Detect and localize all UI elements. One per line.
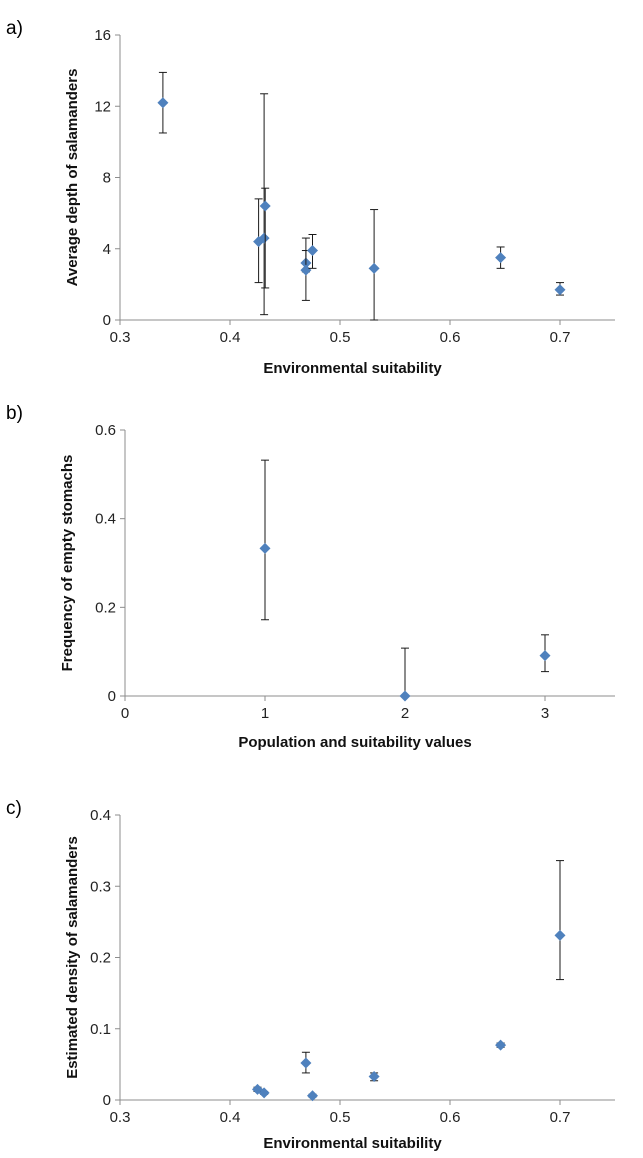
diamond-marker bbox=[259, 542, 271, 554]
diamond-marker bbox=[399, 690, 411, 702]
data-point bbox=[307, 234, 318, 269]
diamond-marker bbox=[258, 1087, 270, 1099]
x-tick-label: 0.5 bbox=[330, 329, 351, 346]
y-tick-label: 4 bbox=[103, 241, 111, 258]
x-tick-label: 1 bbox=[261, 705, 269, 722]
y-tick-label: 8 bbox=[103, 170, 111, 187]
empty-stomachs-chart: 0 0.2 0.4 0.6 0 1 2 3 Population and suitability… bbox=[59, 422, 615, 751]
x-tick-label: 0.4 bbox=[220, 329, 241, 346]
diamond-marker bbox=[300, 264, 312, 276]
y-tick-label: 0 bbox=[103, 1092, 111, 1109]
diamond-marker bbox=[307, 245, 318, 257]
data-point bbox=[495, 246, 507, 269]
y-tick-label: 16 bbox=[94, 27, 111, 44]
diamond-marker bbox=[258, 232, 270, 244]
panel-b: b) 0 0.2 0.4 0.6 0 1 2 3 Population and suitabil… bbox=[0, 385, 643, 780]
diamond-marker bbox=[368, 262, 380, 274]
y-tick-label: 12 bbox=[94, 98, 111, 115]
data-point bbox=[300, 1051, 312, 1074]
y-tick-label: 0 bbox=[108, 688, 116, 705]
data-point bbox=[554, 282, 566, 296]
x-tick-label: 0 bbox=[121, 705, 129, 722]
x-tick-label: 0.4 bbox=[220, 1109, 241, 1126]
data-point bbox=[554, 860, 566, 981]
diamond-marker bbox=[495, 1039, 507, 1051]
diamond-marker bbox=[307, 1090, 318, 1102]
panel-c: c) 0 0.1 0.2 0.3 0.4 0.3 0.4 0.5 0.6 0.7 Environme… bbox=[0, 780, 643, 1158]
x-axis-title: Population and suitability values bbox=[238, 734, 471, 751]
data-point bbox=[495, 1039, 507, 1051]
depth-vs-suitability-chart: 0 4 8 12 16 0.3 0.4 0.5 0.6 0.7 Environmental suit… bbox=[64, 27, 615, 377]
x-tick-label: 0.7 bbox=[550, 329, 571, 346]
diamond-marker bbox=[300, 1057, 312, 1069]
y-tick-label: 0 bbox=[103, 312, 111, 329]
panel-label: a) bbox=[6, 18, 23, 39]
diamond-marker bbox=[554, 284, 566, 296]
x-tick-label: 2 bbox=[401, 705, 409, 722]
panel-a: a) 0 4 8 12 16 0.3 0.4 0.5 0.6 0.7 Environmental s… bbox=[0, 0, 643, 385]
y-tick-label: 0.6 bbox=[95, 422, 116, 439]
x-axis-title: Environmental suitability bbox=[263, 360, 442, 377]
density-vs-suitability-chart: 0 0.1 0.2 0.3 0.4 0.3 0.4 0.5 0.6 0.7 Environmenta… bbox=[64, 807, 615, 1152]
data-point bbox=[258, 1087, 270, 1099]
y-axis-title: Average depth of salamanders bbox=[64, 69, 81, 287]
y-tick-label: 0.3 bbox=[90, 878, 111, 895]
data-point bbox=[539, 634, 551, 673]
y-axis-title: Frequency of empty stomachs bbox=[59, 455, 76, 672]
diamond-marker bbox=[368, 1070, 380, 1082]
diamond-marker bbox=[495, 252, 507, 264]
data-point bbox=[368, 209, 380, 321]
y-tick-label: 0.4 bbox=[90, 807, 111, 824]
diamond-marker bbox=[259, 200, 271, 212]
x-tick-label: 0.7 bbox=[550, 1109, 571, 1126]
y-axis-title: Estimated density of salamanders bbox=[64, 836, 81, 1079]
panel-label: b) bbox=[6, 403, 23, 424]
x-tick-label: 0.3 bbox=[110, 329, 131, 346]
x-tick-label: 0.5 bbox=[330, 1109, 351, 1126]
data-point bbox=[399, 647, 411, 702]
y-tick-label: 0.4 bbox=[95, 511, 116, 528]
x-tick-label: 0.6 bbox=[440, 1109, 461, 1126]
x-axis-title: Environmental suitability bbox=[263, 1135, 442, 1152]
data-point bbox=[307, 1090, 318, 1102]
diamond-marker bbox=[157, 97, 169, 109]
panel-label: c) bbox=[6, 798, 22, 819]
x-tick-label: 3 bbox=[541, 705, 549, 722]
diamond-marker bbox=[554, 929, 566, 941]
data-point bbox=[300, 250, 312, 301]
y-tick-label: 0.2 bbox=[90, 950, 111, 967]
data-point bbox=[259, 187, 271, 289]
x-tick-label: 0.3 bbox=[110, 1109, 131, 1126]
data-point bbox=[157, 71, 169, 134]
y-tick-label: 0.2 bbox=[95, 599, 116, 616]
diamond-marker bbox=[539, 650, 551, 662]
data-point bbox=[259, 459, 271, 621]
x-tick-label: 0.6 bbox=[440, 329, 461, 346]
data-point bbox=[368, 1070, 380, 1082]
y-tick-label: 0.1 bbox=[90, 1021, 111, 1038]
